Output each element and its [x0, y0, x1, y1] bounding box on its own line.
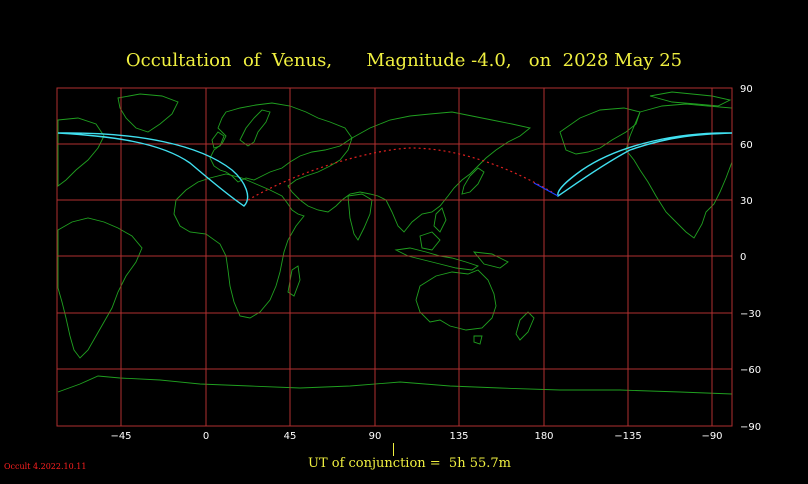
- x-tick-label: 0: [203, 431, 209, 442]
- night-track: [247, 147, 553, 201]
- x-tick-label: −90: [701, 431, 722, 442]
- coast-india: [347, 193, 373, 241]
- y-tick-label: 0: [740, 252, 746, 263]
- version-label: Occult 4.2022.10.11: [4, 462, 87, 471]
- grid-lines: [56, 87, 733, 427]
- occultation-track-west: [57, 132, 249, 207]
- y-tick-label: 90: [740, 84, 753, 95]
- y-tick-label: −60: [740, 365, 761, 376]
- coast-europe: [209, 102, 353, 183]
- occultation-track-east: [557, 132, 733, 198]
- y-tick-labels: 90 60 30 0 −30 −60 −90: [740, 84, 761, 433]
- coast-indonesia: [394, 247, 480, 271]
- y-tick-label: 30: [740, 196, 753, 207]
- y-tick-label: −90: [740, 422, 761, 433]
- night-track-end: [533, 182, 559, 197]
- coast-antarctica: [57, 375, 733, 395]
- coast-canada-east: [57, 117, 105, 187]
- x-tick-labels: −45 0 45 90 135 180 −135 −90: [110, 431, 722, 442]
- y-tick-label: 60: [740, 140, 753, 151]
- coast-new-guinea: [472, 251, 509, 269]
- coast-south-america: [57, 217, 143, 359]
- coast-north-america: [625, 103, 733, 239]
- conjunction-time: UT of conjunction = 5h 55.7m: [308, 456, 511, 471]
- x-tick-label: 180: [534, 431, 553, 442]
- coast-japan: [461, 167, 485, 195]
- coast-borneo: [419, 231, 441, 251]
- coast-africa: [173, 173, 305, 319]
- chart-title: Occultation of Venus, Magnitude -4.0, on…: [125, 50, 683, 71]
- coastlines: [57, 91, 733, 395]
- x-tick-label: −135: [614, 431, 641, 442]
- map-frame: [56, 87, 733, 427]
- y-tick-label: −30: [740, 309, 761, 320]
- x-tick-label: 45: [284, 431, 297, 442]
- coast-arctic-islands: [649, 91, 732, 107]
- conjunction-marker: [393, 443, 394, 456]
- coast-greenland: [117, 93, 179, 133]
- coast-british-isles: [211, 131, 225, 149]
- coast-alaska: [559, 107, 641, 155]
- coast-australia: [415, 269, 497, 331]
- coast-philippines: [433, 207, 447, 233]
- coast-new-zealand: [515, 311, 535, 341]
- coast-tasmania: [473, 335, 483, 345]
- coast-asia: [287, 111, 532, 233]
- coast-madagascar: [287, 265, 301, 297]
- coast-scandinavia: [239, 109, 271, 147]
- x-tick-label: 90: [369, 431, 382, 442]
- x-tick-label: −45: [110, 431, 131, 442]
- x-tick-label: 135: [449, 431, 468, 442]
